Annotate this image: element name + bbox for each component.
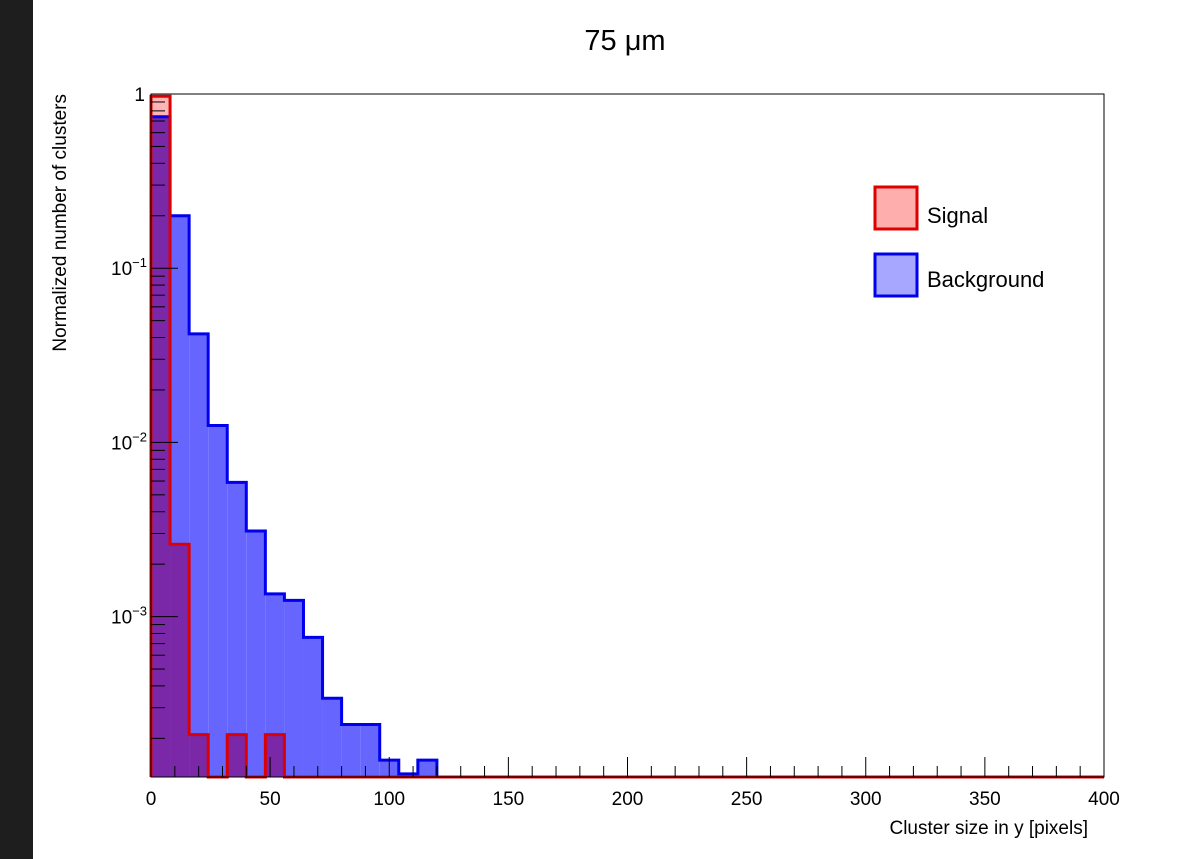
overlap-bar xyxy=(151,116,171,778)
chart-title: 75 μm xyxy=(584,25,665,57)
y-axis-title: Normalized number of clusters xyxy=(50,94,71,352)
background-bar xyxy=(303,637,323,777)
x-axis-title: Cluster size in y [pixels] xyxy=(889,818,1088,839)
background-bar xyxy=(341,724,361,777)
y-axis: 1 10−1 10−2 10−3 xyxy=(111,85,178,739)
overlap-bar xyxy=(227,734,247,777)
bars-layer xyxy=(151,96,437,778)
legend-swatch-signal xyxy=(873,185,919,231)
signal-series-line xyxy=(149,94,1104,779)
legend-label-signal: Signal xyxy=(927,203,988,228)
background-bar xyxy=(360,724,380,777)
x-axis: 0 50 100 150 200 250 300 350 400 xyxy=(146,757,1120,810)
x-tick-label: 250 xyxy=(731,789,763,810)
overlap-layer xyxy=(151,116,285,778)
background-bar xyxy=(227,482,247,777)
y-tick-label: 10−3 xyxy=(111,604,147,629)
x-tick-label: 150 xyxy=(493,789,525,810)
x-tick-label: 350 xyxy=(969,789,1001,810)
background-bar xyxy=(246,531,266,777)
histogram-chart: 75 μm 0 50 100 150 200 250 300 350 400 1 10−1 10−2… xyxy=(50,25,1120,839)
legend-label-background: Background xyxy=(927,267,1044,292)
x-tick-label: 50 xyxy=(260,789,281,810)
chart-canvas: 75 μm 0 50 100 150 200 250 300 350 400 1 10−1 10−2… xyxy=(33,0,1194,859)
legend-swatch-background xyxy=(873,252,919,298)
y-tick-label: 10−1 xyxy=(111,255,147,280)
background-bar xyxy=(284,600,304,777)
background-bar xyxy=(265,593,285,777)
lines-layer xyxy=(149,94,1104,779)
background-bar xyxy=(322,698,342,777)
overlap-bar xyxy=(189,734,209,777)
background-bar xyxy=(417,760,437,777)
x-tick-label: 200 xyxy=(612,789,644,810)
y-tick-label: 10−2 xyxy=(111,429,147,454)
legend: Signal Background xyxy=(873,185,1044,298)
background-bar xyxy=(189,333,209,777)
x-tick-label: 100 xyxy=(373,789,405,810)
background-series-line xyxy=(149,115,1104,779)
x-tick-label: 0 xyxy=(146,789,157,810)
y-tick-label: 1 xyxy=(134,85,145,106)
background-bar xyxy=(398,773,418,777)
x-tick-label: 400 xyxy=(1088,789,1120,810)
overlap-bar xyxy=(265,734,285,777)
background-bar xyxy=(208,425,228,777)
x-tick-label: 300 xyxy=(850,789,882,810)
overlap-bar xyxy=(170,544,190,777)
